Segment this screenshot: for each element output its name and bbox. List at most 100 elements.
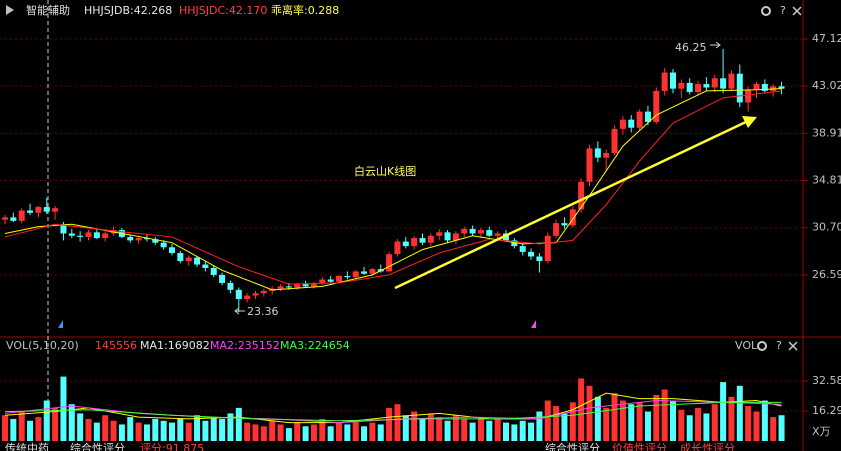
volume-bar xyxy=(695,407,702,441)
candle-body xyxy=(711,78,718,88)
volume-bar xyxy=(110,420,117,441)
close-icon[interactable] xyxy=(788,341,798,351)
candle-body xyxy=(778,86,785,89)
indicator-value: HHJSJDC:42.170 xyxy=(179,4,267,17)
help-icon[interactable]: ? xyxy=(780,4,786,17)
candle-body xyxy=(745,89,752,103)
volume-bar xyxy=(736,385,743,441)
volume-bar xyxy=(227,413,234,441)
volume-bar xyxy=(519,420,526,441)
volume-bar xyxy=(18,411,25,441)
volume-bar xyxy=(269,420,276,441)
low-annotation: 23.36 xyxy=(247,305,279,318)
volume-value: 145556 xyxy=(95,339,137,352)
volume-bar xyxy=(528,422,535,441)
volume-bar xyxy=(728,396,735,441)
candle-body xyxy=(27,210,34,213)
candle-body xyxy=(494,233,501,236)
candle-body xyxy=(10,217,17,221)
volume-bar xyxy=(469,422,476,441)
volume-bar xyxy=(10,418,17,441)
indicator-value: 乖离率:0.288 xyxy=(271,3,339,17)
volume-bar xyxy=(68,404,75,441)
candle-body xyxy=(77,235,84,237)
candle-body xyxy=(194,257,201,265)
footer-tab: 综合性评分 xyxy=(70,441,125,451)
candle-body xyxy=(720,78,727,89)
volume-bar xyxy=(35,417,42,441)
candle-body xyxy=(60,224,67,234)
candle-body xyxy=(252,293,259,296)
volume-bar xyxy=(244,422,251,441)
candle-body xyxy=(143,238,150,240)
signal-triangle xyxy=(531,320,536,328)
help-icon[interactable]: ? xyxy=(776,339,782,352)
candle-body xyxy=(160,242,167,248)
volume-bar xyxy=(219,418,226,441)
candle-body xyxy=(452,233,459,241)
volume-bar xyxy=(377,424,384,441)
volume-bar xyxy=(77,413,84,441)
candle-body xyxy=(511,240,518,247)
candle-body xyxy=(636,111,643,128)
candle-body xyxy=(235,289,242,300)
candle-body xyxy=(678,82,685,89)
volume-bar xyxy=(761,400,768,441)
y-tick-label: 34.81 xyxy=(812,173,841,186)
volume-bar xyxy=(427,413,434,441)
candle-body xyxy=(369,269,376,274)
candle-body xyxy=(661,72,668,91)
candle-body xyxy=(285,286,292,288)
close-icon[interactable] xyxy=(792,6,802,16)
y-tick-label: 16.29 xyxy=(812,404,841,417)
y-tick-label: 47.12 xyxy=(812,32,841,45)
candle-body xyxy=(553,223,560,236)
candle-body xyxy=(344,276,351,278)
y-tick-label: 30.70 xyxy=(812,221,841,234)
volume-bar xyxy=(361,426,368,441)
signal-triangle xyxy=(58,320,63,328)
candle-body xyxy=(461,228,468,234)
volume-bar xyxy=(411,411,418,441)
volume-bar xyxy=(452,415,459,441)
volume-bar xyxy=(369,422,376,441)
candle-body xyxy=(43,207,50,212)
y-tick-label: 26.59 xyxy=(812,268,841,281)
candle-body xyxy=(336,276,342,282)
volume-bar xyxy=(402,415,409,441)
footer-tab: 评分:91.875 xyxy=(140,442,204,451)
candle-body xyxy=(753,84,760,90)
candle-body xyxy=(135,238,142,241)
y-tick-label: 43.02 xyxy=(812,79,841,92)
volume-bar xyxy=(327,426,334,441)
volume-bar xyxy=(93,422,100,441)
volume-bar xyxy=(461,418,468,441)
candle-body xyxy=(18,210,25,221)
volume-bar xyxy=(135,422,142,441)
candle-body xyxy=(68,233,75,236)
settings-icon[interactable] xyxy=(757,341,767,351)
candle-body xyxy=(444,232,451,241)
volume-bar xyxy=(160,420,167,441)
candle-body xyxy=(528,251,535,257)
candle-body xyxy=(519,246,526,252)
volume-bar xyxy=(745,406,752,441)
candle-body xyxy=(569,209,576,226)
candle-body xyxy=(436,232,443,236)
volume-bar xyxy=(43,400,50,441)
ma-label: MA2:235152 xyxy=(210,339,280,352)
candle-body xyxy=(244,295,251,300)
annotation-arrow xyxy=(710,41,721,49)
moving-average xyxy=(4,401,782,422)
volume-bar xyxy=(285,428,292,441)
menu-arrow[interactable] xyxy=(6,5,14,15)
candle-body xyxy=(394,241,401,255)
settings-icon[interactable] xyxy=(761,6,771,16)
volume-bar xyxy=(194,415,201,441)
moving-average xyxy=(4,90,782,285)
footer-tab: 综合性评分 xyxy=(545,441,600,451)
volume-bar xyxy=(52,407,59,441)
volume-bar xyxy=(185,422,192,441)
candle-body xyxy=(219,274,226,283)
